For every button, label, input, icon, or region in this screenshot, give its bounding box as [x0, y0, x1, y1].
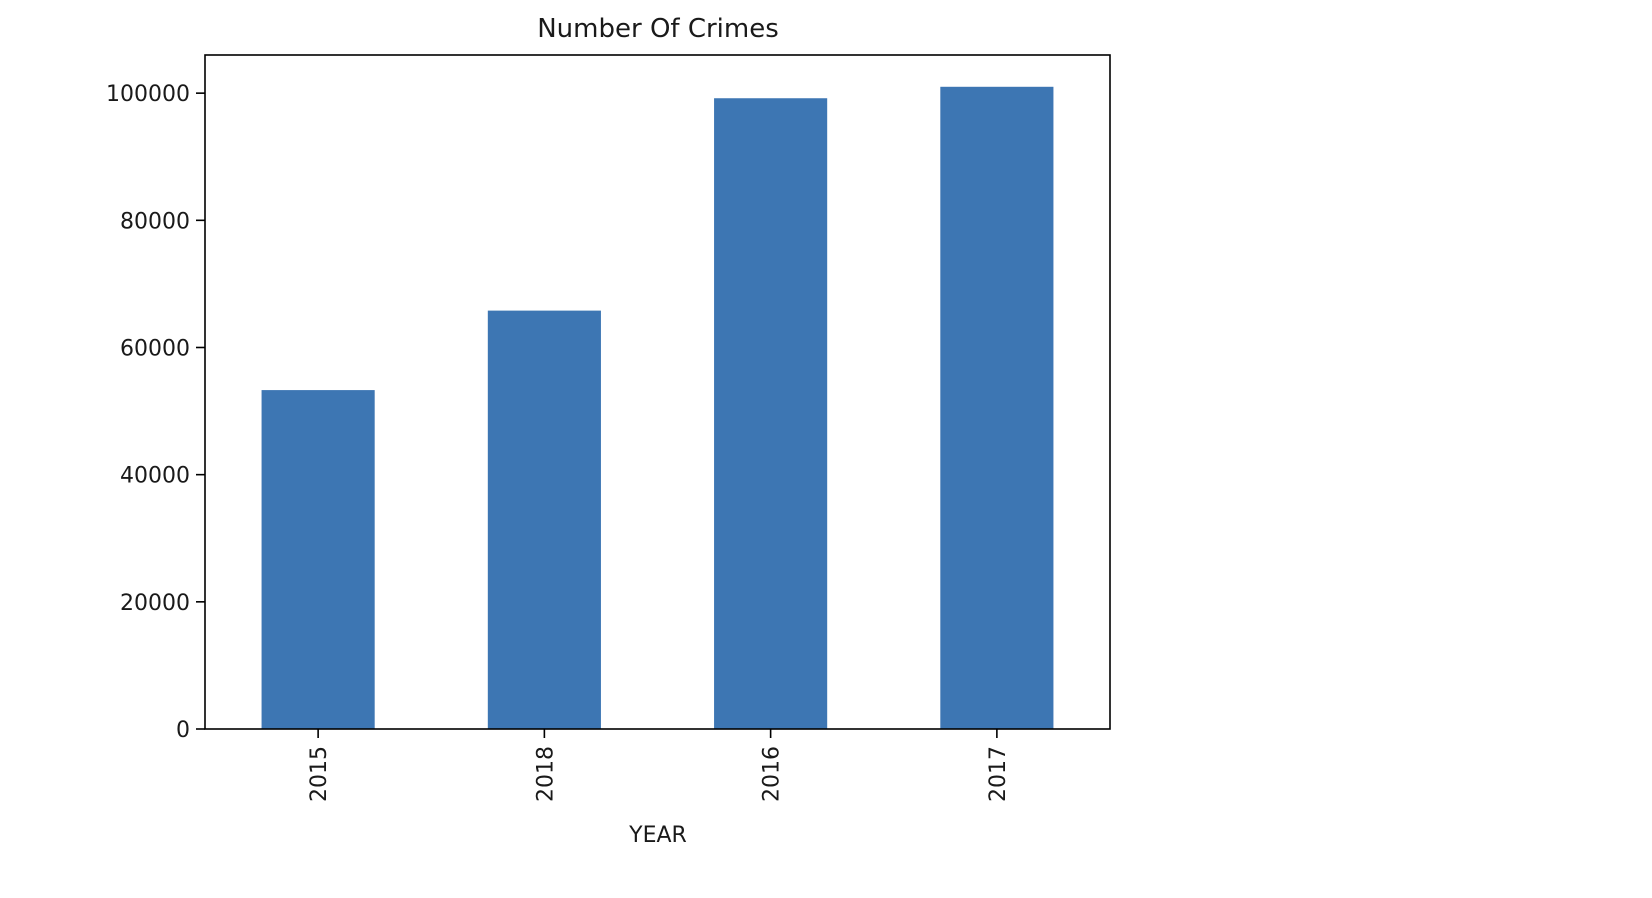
y-tick-label: 40000 — [120, 464, 190, 489]
x-tick-label: 2016 — [760, 746, 785, 802]
bar-2017 — [940, 86, 1054, 729]
bar-2018 — [487, 310, 601, 729]
bar-2016 — [714, 98, 828, 730]
chart-title: Number Of Crimes — [537, 14, 779, 44]
x-tick-label: 2018 — [533, 746, 558, 802]
y-tick-label: 100000 — [106, 82, 190, 107]
y-tick-label: 80000 — [120, 209, 190, 234]
plot-area-frame — [204, 54, 1111, 730]
x-tick-label: 2017 — [986, 746, 1011, 802]
bar-2015 — [261, 390, 375, 729]
x-tick-label: 2015 — [307, 746, 332, 802]
y-tick-label: 0 — [176, 718, 190, 743]
y-tick-label: 60000 — [120, 336, 190, 361]
x-axis-label: YEAR — [628, 823, 687, 848]
bar-series — [261, 86, 1054, 730]
y-axis: 0 20000 40000 60000 80000 100000 — [106, 82, 205, 743]
y-tick-label: 20000 — [120, 591, 190, 616]
x-axis: 2015 2018 2016 2017 — [307, 729, 1011, 802]
